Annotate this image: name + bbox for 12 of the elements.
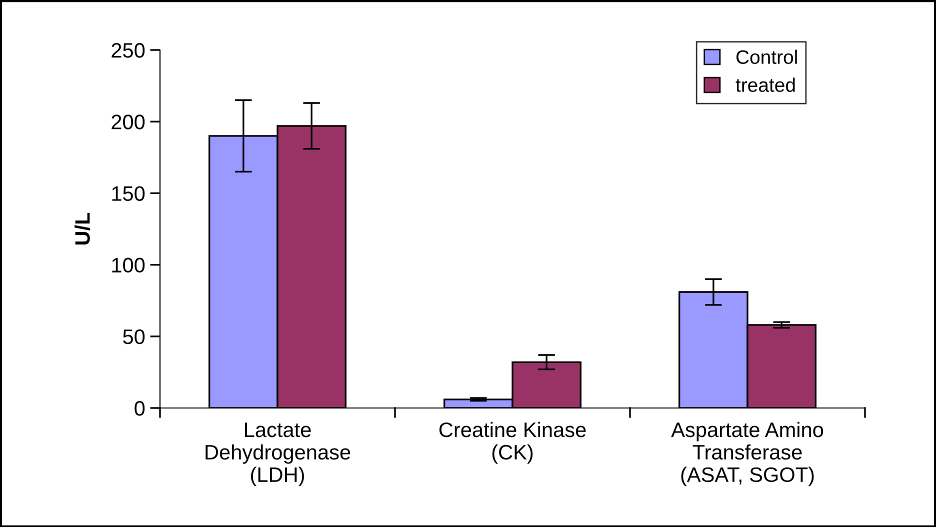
legend-label: Control (736, 50, 797, 64)
y-axis-title: U/L (74, 212, 90, 245)
y-tick-label: 200 (112, 114, 145, 130)
y-tick-label: 250 (112, 43, 145, 58)
y-tick-label: 150 (112, 186, 145, 201)
x-tick-label: Lactate Dehydrogenase (LDH) (206, 422, 350, 486)
y-tick-label: 50 (123, 329, 145, 344)
y-tick-label: 100 (112, 258, 145, 273)
x-tick-label: Aspartate Amino Transferase (ASAT, SGOT) (671, 422, 824, 486)
legend-label: treated (736, 78, 795, 92)
y-tick-label: 0 (134, 401, 145, 416)
x-tick-label: Creatine Kinase (CK) (439, 422, 586, 464)
